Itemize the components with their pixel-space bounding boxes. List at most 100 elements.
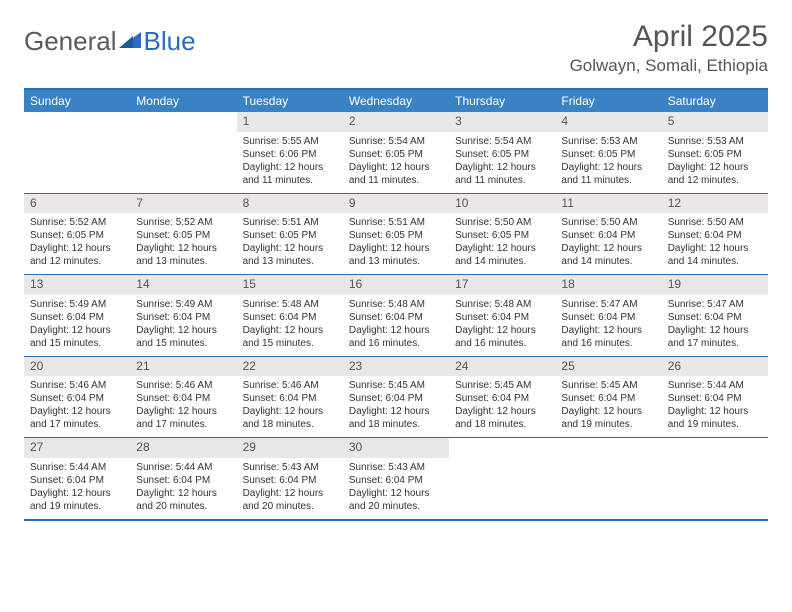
weekday-header: Wednesday bbox=[343, 90, 449, 112]
month-title: April 2025 bbox=[570, 20, 768, 54]
day-number: 21 bbox=[130, 357, 236, 377]
calendar-week: 27Sunrise: 5:44 AMSunset: 6:04 PMDayligh… bbox=[24, 438, 768, 521]
weekday-header: Friday bbox=[555, 90, 661, 112]
calendar-day: 18Sunrise: 5:47 AMSunset: 6:04 PMDayligh… bbox=[555, 275, 661, 356]
day-detail: Sunrise: 5:50 AMSunset: 6:04 PMDaylight:… bbox=[555, 213, 661, 274]
day-number: 18 bbox=[555, 275, 661, 295]
day-detail: Sunrise: 5:50 AMSunset: 6:05 PMDaylight:… bbox=[449, 213, 555, 274]
title-block: April 2025 Golwayn, Somali, Ethiopia bbox=[570, 20, 768, 76]
day-detail: Sunrise: 5:53 AMSunset: 6:05 PMDaylight:… bbox=[555, 132, 661, 193]
calendar-day: 17Sunrise: 5:48 AMSunset: 6:04 PMDayligh… bbox=[449, 275, 555, 356]
brand-logo: General Blue bbox=[24, 20, 196, 57]
day-number: 16 bbox=[343, 275, 449, 295]
day-detail: Sunrise: 5:52 AMSunset: 6:05 PMDaylight:… bbox=[24, 213, 130, 274]
day-number: 15 bbox=[237, 275, 343, 295]
day-detail: Sunrise: 5:44 AMSunset: 6:04 PMDaylight:… bbox=[130, 458, 236, 519]
day-detail: Sunrise: 5:45 AMSunset: 6:04 PMDaylight:… bbox=[343, 376, 449, 437]
page-header: General Blue April 2025 Golwayn, Somali,… bbox=[24, 20, 768, 76]
day-number: 10 bbox=[449, 194, 555, 214]
day-number: 25 bbox=[555, 357, 661, 377]
day-detail: Sunrise: 5:51 AMSunset: 6:05 PMDaylight:… bbox=[343, 213, 449, 274]
calendar-day: 25Sunrise: 5:45 AMSunset: 6:04 PMDayligh… bbox=[555, 357, 661, 438]
calendar-day: 11Sunrise: 5:50 AMSunset: 6:04 PMDayligh… bbox=[555, 194, 661, 275]
day-number: 23 bbox=[343, 357, 449, 377]
calendar-day: 30Sunrise: 5:43 AMSunset: 6:04 PMDayligh… bbox=[343, 438, 449, 519]
calendar-day: 3Sunrise: 5:54 AMSunset: 6:05 PMDaylight… bbox=[449, 112, 555, 193]
day-number: 7 bbox=[130, 194, 236, 214]
day-number: 28 bbox=[130, 438, 236, 458]
day-detail: Sunrise: 5:50 AMSunset: 6:04 PMDaylight:… bbox=[662, 213, 768, 274]
calendar-day: 15Sunrise: 5:48 AMSunset: 6:04 PMDayligh… bbox=[237, 275, 343, 356]
day-number: 2 bbox=[343, 112, 449, 132]
calendar-day: 6Sunrise: 5:52 AMSunset: 6:05 PMDaylight… bbox=[24, 194, 130, 275]
day-detail: Sunrise: 5:46 AMSunset: 6:04 PMDaylight:… bbox=[24, 376, 130, 437]
calendar-day: 29Sunrise: 5:43 AMSunset: 6:04 PMDayligh… bbox=[237, 438, 343, 519]
day-detail: Sunrise: 5:53 AMSunset: 6:05 PMDaylight:… bbox=[662, 132, 768, 193]
calendar-week: 6Sunrise: 5:52 AMSunset: 6:05 PMDaylight… bbox=[24, 194, 768, 276]
calendar-empty-cell bbox=[449, 438, 555, 519]
day-number: 6 bbox=[24, 194, 130, 214]
day-detail: Sunrise: 5:49 AMSunset: 6:04 PMDaylight:… bbox=[24, 295, 130, 356]
calendar-empty-cell bbox=[130, 112, 236, 193]
calendar-empty-cell bbox=[662, 438, 768, 519]
calendar-day: 23Sunrise: 5:45 AMSunset: 6:04 PMDayligh… bbox=[343, 357, 449, 438]
calendar-day: 9Sunrise: 5:51 AMSunset: 6:05 PMDaylight… bbox=[343, 194, 449, 275]
day-detail: Sunrise: 5:45 AMSunset: 6:04 PMDaylight:… bbox=[555, 376, 661, 437]
location-text: Golwayn, Somali, Ethiopia bbox=[570, 56, 768, 76]
day-number: 1 bbox=[237, 112, 343, 132]
day-detail: Sunrise: 5:54 AMSunset: 6:05 PMDaylight:… bbox=[449, 132, 555, 193]
day-detail: Sunrise: 5:48 AMSunset: 6:04 PMDaylight:… bbox=[449, 295, 555, 356]
day-number: 12 bbox=[662, 194, 768, 214]
day-detail: Sunrise: 5:48 AMSunset: 6:04 PMDaylight:… bbox=[237, 295, 343, 356]
calendar-day: 26Sunrise: 5:44 AMSunset: 6:04 PMDayligh… bbox=[662, 357, 768, 438]
calendar-day: 27Sunrise: 5:44 AMSunset: 6:04 PMDayligh… bbox=[24, 438, 130, 519]
calendar: SundayMondayTuesdayWednesdayThursdayFrid… bbox=[24, 88, 768, 521]
calendar-day: 16Sunrise: 5:48 AMSunset: 6:04 PMDayligh… bbox=[343, 275, 449, 356]
day-detail: Sunrise: 5:46 AMSunset: 6:04 PMDaylight:… bbox=[130, 376, 236, 437]
day-number: 8 bbox=[237, 194, 343, 214]
day-number: 19 bbox=[662, 275, 768, 295]
day-detail: Sunrise: 5:44 AMSunset: 6:04 PMDaylight:… bbox=[662, 376, 768, 437]
day-detail: Sunrise: 5:45 AMSunset: 6:04 PMDaylight:… bbox=[449, 376, 555, 437]
calendar-day: 8Sunrise: 5:51 AMSunset: 6:05 PMDaylight… bbox=[237, 194, 343, 275]
day-number: 14 bbox=[130, 275, 236, 295]
calendar-day: 1Sunrise: 5:55 AMSunset: 6:06 PMDaylight… bbox=[237, 112, 343, 193]
weekday-header: Saturday bbox=[662, 90, 768, 112]
day-detail: Sunrise: 5:51 AMSunset: 6:05 PMDaylight:… bbox=[237, 213, 343, 274]
calendar-week: 1Sunrise: 5:55 AMSunset: 6:06 PMDaylight… bbox=[24, 112, 768, 194]
day-number: 20 bbox=[24, 357, 130, 377]
day-detail: Sunrise: 5:47 AMSunset: 6:04 PMDaylight:… bbox=[555, 295, 661, 356]
day-number: 11 bbox=[555, 194, 661, 214]
calendar-week: 20Sunrise: 5:46 AMSunset: 6:04 PMDayligh… bbox=[24, 357, 768, 439]
day-number: 9 bbox=[343, 194, 449, 214]
day-number: 26 bbox=[662, 357, 768, 377]
day-detail: Sunrise: 5:54 AMSunset: 6:05 PMDaylight:… bbox=[343, 132, 449, 193]
calendar-day: 4Sunrise: 5:53 AMSunset: 6:05 PMDaylight… bbox=[555, 112, 661, 193]
calendar-day: 20Sunrise: 5:46 AMSunset: 6:04 PMDayligh… bbox=[24, 357, 130, 438]
day-detail: Sunrise: 5:55 AMSunset: 6:06 PMDaylight:… bbox=[237, 132, 343, 193]
day-detail: Sunrise: 5:46 AMSunset: 6:04 PMDaylight:… bbox=[237, 376, 343, 437]
day-detail: Sunrise: 5:48 AMSunset: 6:04 PMDaylight:… bbox=[343, 295, 449, 356]
calendar-day: 22Sunrise: 5:46 AMSunset: 6:04 PMDayligh… bbox=[237, 357, 343, 438]
weekday-header: Sunday bbox=[24, 90, 130, 112]
day-detail: Sunrise: 5:43 AMSunset: 6:04 PMDaylight:… bbox=[343, 458, 449, 519]
day-number: 27 bbox=[24, 438, 130, 458]
day-number: 13 bbox=[24, 275, 130, 295]
calendar-day: 19Sunrise: 5:47 AMSunset: 6:04 PMDayligh… bbox=[662, 275, 768, 356]
brand-part2: Blue bbox=[144, 26, 196, 57]
calendar-empty-cell bbox=[24, 112, 130, 193]
day-number: 5 bbox=[662, 112, 768, 132]
day-number: 4 bbox=[555, 112, 661, 132]
calendar-day: 5Sunrise: 5:53 AMSunset: 6:05 PMDaylight… bbox=[662, 112, 768, 193]
calendar-day: 21Sunrise: 5:46 AMSunset: 6:04 PMDayligh… bbox=[130, 357, 236, 438]
calendar-day: 13Sunrise: 5:49 AMSunset: 6:04 PMDayligh… bbox=[24, 275, 130, 356]
day-detail: Sunrise: 5:47 AMSunset: 6:04 PMDaylight:… bbox=[662, 295, 768, 356]
day-detail: Sunrise: 5:43 AMSunset: 6:04 PMDaylight:… bbox=[237, 458, 343, 519]
day-detail: Sunrise: 5:52 AMSunset: 6:05 PMDaylight:… bbox=[130, 213, 236, 274]
calendar-week: 13Sunrise: 5:49 AMSunset: 6:04 PMDayligh… bbox=[24, 275, 768, 357]
calendar-day: 14Sunrise: 5:49 AMSunset: 6:04 PMDayligh… bbox=[130, 275, 236, 356]
calendar-day: 7Sunrise: 5:52 AMSunset: 6:05 PMDaylight… bbox=[130, 194, 236, 275]
day-number: 29 bbox=[237, 438, 343, 458]
calendar-day: 28Sunrise: 5:44 AMSunset: 6:04 PMDayligh… bbox=[130, 438, 236, 519]
calendar-day: 24Sunrise: 5:45 AMSunset: 6:04 PMDayligh… bbox=[449, 357, 555, 438]
